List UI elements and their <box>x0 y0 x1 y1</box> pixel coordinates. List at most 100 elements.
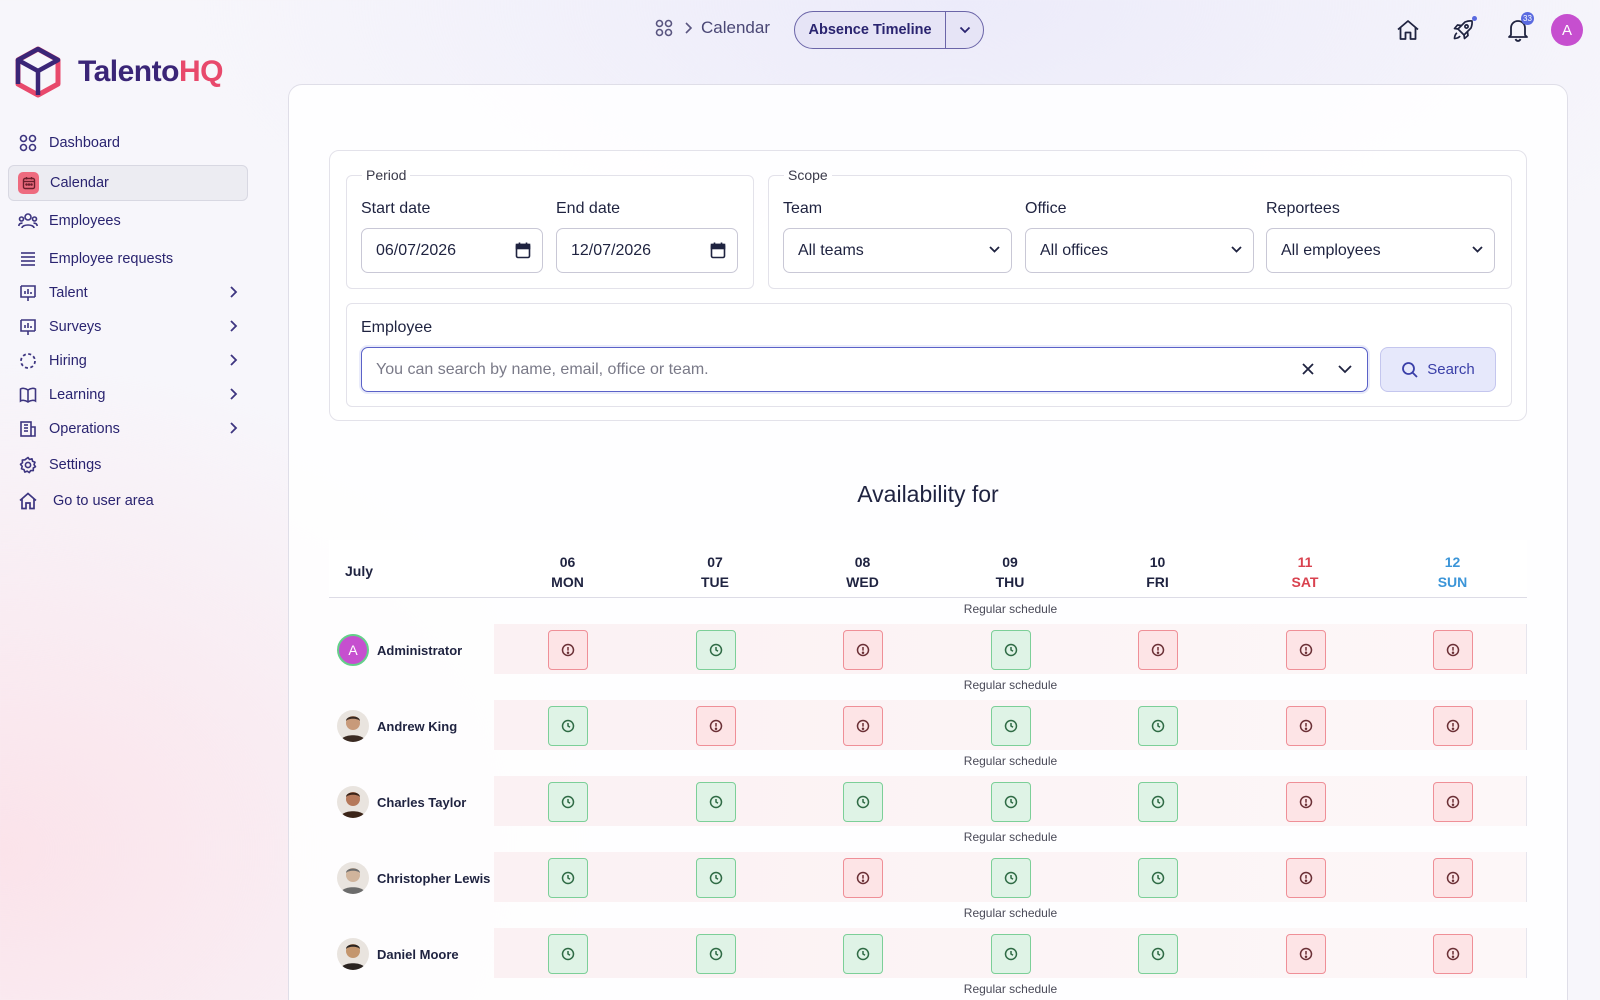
chevron-down-icon <box>1472 246 1483 253</box>
employee-cell[interactable]: Daniel Moore <box>337 938 459 970</box>
sidebar-item-user-area[interactable]: Go to user area <box>8 483 248 519</box>
day-column-header: 07 TUE <box>642 552 789 592</box>
view-dropdown-button[interactable] <box>946 12 983 48</box>
working-day-cell[interactable] <box>695 782 736 822</box>
app-logo[interactable]: TalentoHQ <box>14 46 223 98</box>
employee-name: Daniel Moore <box>377 946 459 962</box>
non-working-day-cell[interactable] <box>548 630 588 670</box>
clock-icon <box>1151 719 1165 733</box>
calendar-icon[interactable] <box>710 242 726 259</box>
working-day-cell[interactable] <box>695 858 736 898</box>
list-icon <box>18 249 38 269</box>
working-day-cell[interactable] <box>548 934 588 974</box>
non-working-day-cell[interactable] <box>1285 934 1326 974</box>
dashboard-grid-icon <box>18 133 38 153</box>
day-column-header: 09 THU <box>937 552 1084 592</box>
sidebar-item-employees[interactable]: Employees <box>8 203 248 239</box>
employee-name: Administrator <box>377 642 463 658</box>
chevron-down-icon[interactable] <box>1337 364 1353 374</box>
non-working-day-cell[interactable] <box>1433 782 1473 822</box>
employee-cell[interactable]: Charles Taylor <box>337 786 466 818</box>
non-working-day-cell[interactable] <box>1285 630 1326 670</box>
employee-name: Christopher Lewis <box>377 870 491 886</box>
employee-cell[interactable]: Andrew King <box>337 710 457 742</box>
dashboard-grid-icon[interactable] <box>655 19 673 37</box>
working-day-cell[interactable] <box>548 706 588 746</box>
day-name: THU <box>995 574 1025 590</box>
team-select[interactable]: All teams <box>783 228 1012 273</box>
non-working-day-cell[interactable] <box>1433 630 1473 670</box>
employee-avatar <box>337 786 369 818</box>
office-select[interactable]: All offices <box>1025 228 1254 273</box>
chevron-down-icon <box>1231 246 1242 253</box>
employee-cell[interactable]: A Administrator <box>337 634 462 666</box>
end-date-label: End date <box>556 200 621 217</box>
logo-cube-icon <box>15 46 61 98</box>
notifications-button[interactable]: 33 <box>1502 12 1534 46</box>
absence-timeline-button[interactable]: Absence Timeline <box>795 12 946 48</box>
non-working-day-cell[interactable] <box>1433 706 1473 746</box>
working-day-cell[interactable] <box>1138 782 1178 822</box>
employee-row: Regular schedule Christopher Lewis <box>329 826 1527 902</box>
working-day-cell[interactable] <box>990 934 1031 974</box>
non-working-day-cell[interactable] <box>843 858 883 898</box>
working-day-cell[interactable] <box>548 858 588 898</box>
clear-icon[interactable] <box>1301 362 1315 376</box>
working-day-cell[interactable] <box>1138 858 1178 898</box>
non-working-day-cell[interactable] <box>695 706 736 746</box>
clock-icon <box>709 871 723 885</box>
working-day-cell[interactable] <box>843 782 883 822</box>
working-day-cell[interactable] <box>990 782 1031 822</box>
working-day-cell[interactable] <box>843 934 883 974</box>
working-day-cell[interactable] <box>990 706 1031 746</box>
clock-icon <box>856 947 870 961</box>
working-day-cell[interactable] <box>1138 934 1178 974</box>
employee-search-input[interactable]: You can search by name, email, office or… <box>361 347 1368 392</box>
whats-new-button[interactable] <box>1447 14 1479 46</box>
employee-cell[interactable]: Christopher Lewis <box>337 862 490 894</box>
day-name: SAT <box>1291 574 1319 590</box>
day-name: TUE <box>701 574 729 590</box>
sidebar-item-settings[interactable]: Settings <box>8 447 248 483</box>
working-day-cell[interactable] <box>695 630 736 670</box>
chevron-right-icon <box>683 21 693 35</box>
working-day-cell[interactable] <box>990 630 1031 670</box>
clock-icon <box>1151 795 1165 809</box>
sidebar-item-calendar[interactable]: Calendar <box>8 165 248 201</box>
sidebar-item-talent[interactable]: Talent <box>8 275 248 311</box>
working-day-cell[interactable] <box>695 934 736 974</box>
end-date-input[interactable]: 12/07/2026 <box>556 228 738 273</box>
non-working-day-cell[interactable] <box>1285 782 1326 822</box>
clock-alert-icon <box>856 719 870 733</box>
sidebar-item-operations[interactable]: Operations <box>8 411 248 447</box>
sidebar-item-label: Surveys <box>49 319 102 335</box>
schedule-note: Regular schedule <box>963 754 1058 768</box>
sidebar-item-learning[interactable]: Learning <box>8 377 248 413</box>
home-button[interactable] <box>1392 14 1424 46</box>
home-icon <box>18 491 38 511</box>
working-day-cell[interactable] <box>548 782 588 822</box>
sidebar-item-dashboard[interactable]: Dashboard <box>8 125 248 161</box>
non-working-day-cell[interactable] <box>843 706 883 746</box>
working-day-cell[interactable] <box>990 858 1031 898</box>
sidebar-item-hiring[interactable]: Hiring <box>8 343 248 379</box>
search-button[interactable]: Search <box>1380 347 1496 392</box>
sidebar-item-surveys[interactable]: Surveys <box>8 309 248 345</box>
clock-alert-icon <box>856 871 870 885</box>
sidebar-item-employee-requests[interactable]: Employee requests <box>8 241 248 277</box>
non-working-day-cell[interactable] <box>1138 630 1178 670</box>
calendar-icon[interactable] <box>515 242 531 259</box>
non-working-day-cell[interactable] <box>1285 706 1326 746</box>
clock-icon <box>1004 871 1018 885</box>
non-working-day-cell[interactable] <box>1433 858 1473 898</box>
non-working-day-cell[interactable] <box>1433 934 1473 974</box>
non-working-day-cell[interactable] <box>1285 858 1326 898</box>
working-day-cell[interactable] <box>1138 706 1178 746</box>
non-working-day-cell[interactable] <box>843 630 883 670</box>
user-avatar[interactable]: A <box>1551 14 1583 46</box>
start-date-input[interactable]: 06/07/2026 <box>361 228 543 273</box>
clock-alert-icon <box>1299 947 1313 961</box>
reportees-select[interactable]: All employees <box>1266 228 1495 273</box>
office-label: Office <box>1025 200 1067 217</box>
end-date-value: 12/07/2026 <box>571 241 652 259</box>
